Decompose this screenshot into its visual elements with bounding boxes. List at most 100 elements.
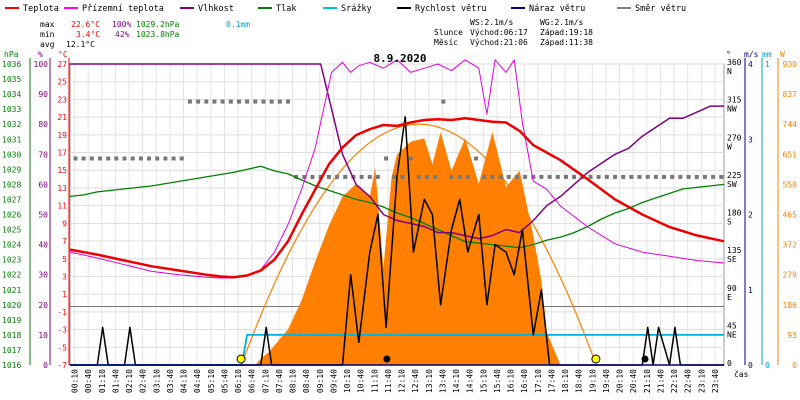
tick-time: 23:10 — [697, 369, 706, 393]
tick-hpa: 1032 — [2, 120, 21, 129]
tick-w: 930 — [783, 60, 798, 69]
tick-time: 16:10 — [507, 369, 516, 393]
wind-direction-point — [637, 174, 642, 179]
tick-deg: 180 — [727, 209, 742, 218]
tick-hpa: 1019 — [2, 316, 21, 325]
stat-avg-temp: 12.1°C — [66, 40, 95, 49]
wind-direction-point — [261, 99, 266, 104]
stat-max-temp: 22.6°C — [71, 20, 100, 29]
tick-dir: W — [727, 142, 732, 151]
tick-dir: N — [727, 67, 732, 76]
tick-time: 05:10 — [207, 369, 216, 393]
wind-direction-point — [465, 174, 470, 179]
tick-degc: -7 — [57, 361, 67, 370]
wind-direction-point — [596, 174, 601, 179]
solar-radiation-area — [70, 123, 724, 366]
info-sunset: Západ:19:18 — [540, 28, 593, 37]
tick-time: 17:10 — [534, 369, 543, 393]
tick-ms: 3 — [748, 135, 753, 144]
tick-pct: 30 — [38, 271, 48, 280]
wind-direction-point — [629, 174, 634, 179]
unit-time: čas — [734, 369, 749, 379]
tick-hpa: 1029 — [2, 165, 21, 174]
wind-direction-point — [449, 174, 454, 179]
tick-time: 22:40 — [684, 369, 693, 393]
tick-time: 19:40 — [602, 369, 611, 393]
tick-dir: NW — [727, 105, 737, 114]
tick-hpa: 1021 — [2, 286, 21, 295]
wind-direction-point — [359, 174, 364, 179]
wind-direction-point — [310, 174, 315, 179]
sun-event-icon — [591, 354, 601, 364]
wind-direction-point — [335, 174, 340, 179]
tick-w: 744 — [783, 120, 798, 129]
tick-pct: 100 — [34, 60, 49, 69]
tick-mm: 1 — [765, 60, 770, 69]
tick-w: 837 — [783, 90, 798, 99]
wind-direction-point — [204, 99, 209, 104]
wind-direction-point — [490, 174, 495, 179]
tick-ms: 1 — [748, 286, 753, 295]
wind-direction-point — [564, 174, 568, 179]
stats-block: max 22.6°C 100% 1029.2hPa 0.1mm min 3.4°… — [40, 20, 250, 49]
stat-min-label: min — [40, 30, 55, 39]
unit-degc: °C — [58, 50, 68, 59]
tick-degc: 3 — [62, 272, 67, 281]
wind-direction-point — [719, 174, 724, 179]
tick-time: 10:40 — [357, 369, 366, 393]
tick-time: 16:40 — [520, 369, 529, 393]
wind-direction-point — [662, 174, 666, 179]
stat-max-hum: 100% — [112, 20, 131, 29]
tick-deg: 315 — [727, 96, 742, 105]
wind-direction-point — [237, 99, 241, 104]
wind-direction-point — [367, 174, 372, 179]
wind-direction-point — [547, 174, 552, 179]
tick-w: 0 — [792, 361, 797, 370]
wind-direction-point — [711, 174, 716, 179]
tick-deg: 90 — [727, 284, 737, 293]
tick-time: 21:10 — [643, 369, 652, 393]
tick-time: 21:40 — [656, 369, 665, 393]
wind-direction-point — [220, 99, 225, 104]
tick-hpa: 1018 — [2, 331, 21, 340]
tick-time: 05:40 — [220, 369, 229, 393]
stat-min-hum: 42% — [115, 30, 130, 39]
wind-direction-point — [702, 174, 707, 179]
tick-degc: -3 — [57, 326, 67, 335]
tick-hpa: 1028 — [2, 180, 21, 189]
wind-direction-point — [653, 174, 658, 179]
wind-direction-point — [482, 174, 487, 179]
tick-deg: 360 — [727, 58, 742, 67]
tick-dir: NE — [727, 330, 737, 339]
wind-direction-point — [302, 174, 307, 179]
tick-w: 372 — [783, 241, 798, 250]
tick-time: 15:10 — [479, 369, 488, 393]
tick-dir: S — [727, 218, 732, 227]
unit-pct: % — [38, 50, 43, 59]
info-moonset: Západ:11:38 — [540, 38, 593, 47]
tick-pct: 90 — [38, 90, 48, 99]
tick-pct: 80 — [38, 120, 48, 129]
wind-direction-point — [416, 174, 421, 179]
tick-degc: 27 — [57, 60, 67, 69]
tick-mm: 0 — [765, 361, 770, 370]
tick-pct: 10 — [38, 331, 48, 340]
wind-direction-point — [457, 174, 462, 179]
wind-direction-point — [425, 174, 429, 179]
tick-dir: SE — [727, 255, 737, 264]
wind-direction-point — [400, 174, 405, 179]
wind-direction-point — [269, 99, 274, 104]
unit-hpa: hPa — [4, 50, 19, 59]
info-sun-label: Slunce — [434, 28, 463, 37]
tick-pct: 50 — [38, 211, 48, 220]
tick-time: 13:10 — [425, 369, 434, 393]
tick-w: 651 — [783, 150, 798, 159]
legend-label: Teplota — [23, 4, 59, 14]
wind-direction-point — [613, 174, 617, 179]
stat-max-label: max — [40, 20, 55, 29]
tick-degc: 7 — [62, 237, 67, 246]
wind-direction-point — [384, 156, 389, 161]
tick-time: 01:10 — [98, 369, 107, 393]
unit-w: W — [780, 50, 785, 59]
stat-min-press: 1023.8hPa — [136, 30, 180, 39]
